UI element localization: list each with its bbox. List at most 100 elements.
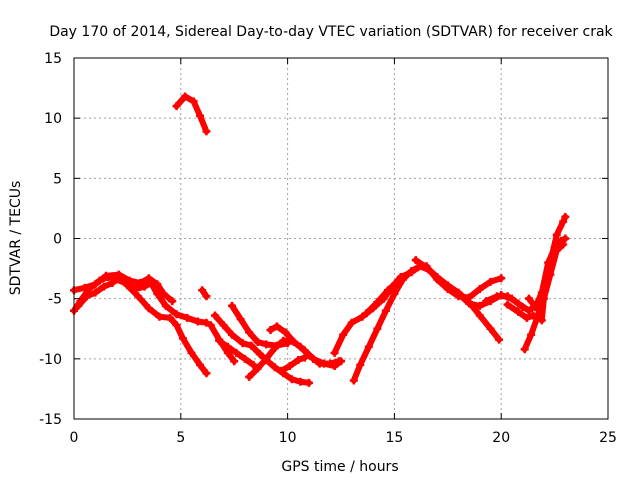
data-point [196,111,205,120]
series-sat-o [349,263,422,385]
data-point [433,275,442,284]
y-tick-label: 15 [44,51,62,67]
data-point [522,313,531,322]
data-point [304,378,313,387]
data-point [108,279,117,288]
data-point [236,315,245,324]
data-point [206,321,215,330]
data-point [155,312,164,321]
data-point [422,262,431,271]
data-point [102,271,111,280]
x-tick-label: 5 [176,430,185,446]
data-point [277,366,286,375]
series-sat-l [266,322,345,371]
y-tick-label: -10 [39,352,62,368]
data-point [514,307,523,316]
data-point [223,342,232,351]
data-point [91,288,100,297]
data-point [238,339,247,348]
data-point [339,330,348,339]
data-point [181,92,190,101]
data-point [253,364,262,373]
data-point [497,274,506,283]
y-tick-label: 0 [53,232,62,248]
data-point [270,363,279,372]
data-point [159,289,168,298]
y-tick-label: 10 [44,111,62,127]
data-point [245,328,254,337]
data-point [362,309,371,318]
data-point [215,336,224,345]
data-point [114,270,123,279]
data-point [486,277,495,286]
data-point [202,369,211,378]
data-point [279,336,288,345]
data-point [475,311,484,320]
data-point [136,279,145,288]
data-point [134,292,143,301]
y-tick-label: -5 [48,292,62,308]
data-point [82,292,91,301]
data-point [557,236,566,245]
data-point [407,266,416,275]
data-point [296,377,305,386]
data-point [219,321,228,330]
data-point [168,297,177,306]
data-point [482,297,491,306]
data-point [394,276,403,285]
series-sat-d [74,279,117,310]
data-point [524,306,533,315]
series-sat-w [524,234,570,312]
data-point [443,282,452,291]
data-point [255,350,264,359]
series-trace [363,277,402,317]
data-point [270,344,279,353]
chart-title: Day 170 of 2014, Sidereal Day-to-day VTE… [49,24,613,40]
data-point [373,324,382,333]
data-point [74,301,83,310]
data-point [330,348,339,357]
data-point [245,372,254,381]
y-axis-label: SDTVAR / TECUs [8,181,24,296]
data-point [544,258,553,267]
data-point [210,311,219,320]
data-point [230,357,239,366]
data-point [193,317,202,326]
x-axis-label: GPS time / hours [281,459,398,475]
data-point [80,283,89,292]
data-point [144,304,153,313]
data-point [524,294,533,303]
data-point [187,348,196,357]
data-point [537,288,546,297]
data-point [330,362,339,371]
data-point [125,276,134,285]
data-point [390,289,399,298]
data-point [262,340,271,349]
data-series [70,92,570,387]
data-point [559,217,568,226]
series-sat-f [198,286,211,301]
data-point [161,301,170,310]
x-tick-label: 15 [385,430,403,446]
data-point [172,102,181,111]
x-tick-label: 0 [70,430,79,446]
data-point [373,298,382,307]
data-point [356,360,365,369]
y-tick-label: 5 [53,171,62,187]
data-point [454,289,463,298]
x-tick-label: 20 [492,430,510,446]
data-point [232,348,241,357]
data-point [240,354,249,363]
x-tick-label: 10 [279,430,297,446]
data-point [309,354,318,363]
data-point [358,312,367,321]
data-point [495,335,504,344]
series-trace [124,282,210,377]
data-point [196,360,205,369]
data-point [228,330,237,339]
data-point [411,256,420,265]
data-point [172,321,181,330]
y-tick-label: -15 [39,412,62,428]
